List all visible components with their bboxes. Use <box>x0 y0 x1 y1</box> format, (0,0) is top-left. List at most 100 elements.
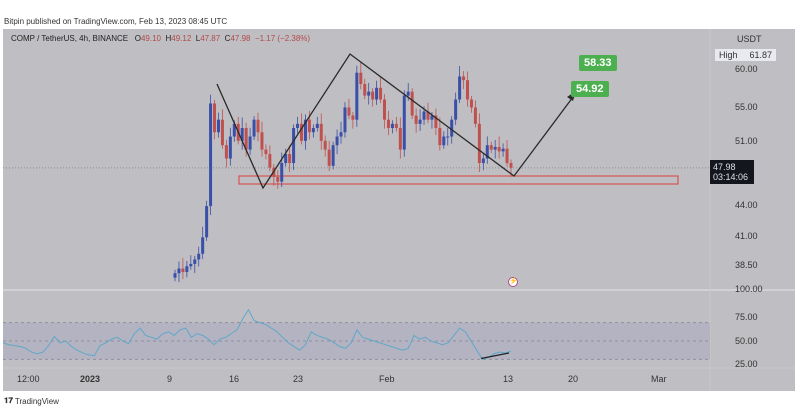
close-value: 47.98 <box>230 34 251 43</box>
price-tick: 51.00 <box>735 136 758 146</box>
candle-body <box>296 123 300 129</box>
candle-body <box>189 263 193 267</box>
time-tick: 9 <box>167 374 173 384</box>
candle-body <box>244 128 248 150</box>
candle-body <box>462 76 466 81</box>
candle-body <box>276 176 280 182</box>
candle-body <box>307 119 311 133</box>
candle-body <box>185 266 189 273</box>
chart-canvas[interactable] <box>3 29 795 391</box>
candle-body <box>450 119 454 137</box>
candle-body <box>311 128 315 133</box>
candle-body <box>414 115 418 124</box>
last-price: 47.98 <box>713 162 736 172</box>
candle-body <box>367 91 371 96</box>
chart-area[interactable]: COMP / TetherUS, 4h, BINANCE O49.10 H49.… <box>3 29 795 391</box>
candle-body <box>379 87 383 100</box>
last-price-label: 47.98 03:14:06 <box>710 160 754 184</box>
candle-body <box>213 103 217 133</box>
price-tick: 55.00 <box>735 102 758 112</box>
candle-body <box>299 123 303 141</box>
pattern-line <box>216 53 574 190</box>
price-tick: 38.50 <box>735 260 758 270</box>
candle-body <box>260 132 264 150</box>
candle-body <box>383 99 387 120</box>
candle-body <box>193 259 197 264</box>
candle-body <box>434 115 438 129</box>
candle-body <box>248 136 252 150</box>
rsi-tick: 50.00 <box>735 336 758 346</box>
candle-body <box>264 149 268 155</box>
high-value: 49.12 <box>171 34 192 43</box>
candle-body <box>232 123 236 137</box>
time-tick: 2023 <box>80 374 101 384</box>
candle-body <box>410 91 414 116</box>
candle-body <box>481 158 485 164</box>
target-label-1: 58.33 <box>579 55 617 71</box>
watermark-text: TradingView <box>14 396 59 406</box>
candle-body <box>343 107 347 133</box>
price-tick: 41.00 <box>735 231 758 241</box>
candle-body <box>363 83 367 96</box>
candle-body <box>469 99 473 108</box>
candle-body <box>477 123 481 164</box>
tradingview-watermark: 𝟏𝟕 TradingView <box>4 396 59 406</box>
lightning-icon[interactable]: ⚡ <box>508 277 518 287</box>
candle-body <box>201 237 205 254</box>
candle-body <box>418 119 422 124</box>
candle-body <box>205 206 209 238</box>
candle-body <box>430 115 434 120</box>
candle-body <box>394 123 398 129</box>
low-label: L <box>195 34 201 43</box>
candle-body <box>327 149 331 166</box>
candle-body <box>256 119 260 133</box>
candle-body <box>335 136 339 146</box>
candle-body <box>509 163 513 168</box>
candle-body <box>216 119 220 133</box>
candle-body <box>292 128 296 164</box>
candle-body <box>442 136 446 146</box>
candle-body <box>355 72 359 120</box>
candle-body <box>386 119 390 129</box>
time-tick: 23 <box>293 374 304 384</box>
candle-body <box>228 136 232 159</box>
candle-body <box>371 91 375 100</box>
tradingview-logo-icon: 𝟏𝟕 <box>4 396 13 405</box>
candle-body <box>426 111 430 120</box>
candle-body <box>359 72 363 84</box>
candle-body <box>315 123 319 129</box>
target-label-2: 54.92 <box>571 81 609 97</box>
candle-body <box>347 107 351 116</box>
candle-body <box>252 119 256 137</box>
close-label: C <box>224 34 231 43</box>
candle-body <box>438 128 442 146</box>
candle-body <box>209 103 213 207</box>
candle-body <box>402 95 406 150</box>
candle-body <box>173 273 177 278</box>
publisher-line: Bitpin published on TradingView.com, Feb… <box>4 17 228 26</box>
currency-unit: USDT <box>737 34 762 44</box>
candle-body <box>288 154 292 164</box>
symbol-name: COMP / TetherUS, 4h, BINANCE <box>11 34 129 43</box>
high-marker-label: High <box>719 50 738 60</box>
candle-body <box>446 136 450 138</box>
candle-body <box>268 154 272 168</box>
time-tick: 16 <box>229 374 240 384</box>
candle-body <box>501 148 505 152</box>
candle-body <box>284 154 288 164</box>
candle-body <box>390 123 394 129</box>
candle-body <box>303 119 307 141</box>
time-tick: Mar <box>651 374 667 384</box>
open-label: O <box>134 34 141 43</box>
candle-body <box>473 107 477 124</box>
symbol-legend: COMP / TetherUS, 4h, BINANCE O49.10 H49.… <box>11 34 310 43</box>
rsi-divergence-line <box>480 352 510 360</box>
candle-body <box>398 128 402 150</box>
candle-body <box>339 132 343 137</box>
candle-body <box>505 148 509 164</box>
open-value: 49.10 <box>140 34 162 43</box>
candle-body <box>319 123 323 141</box>
candle-body <box>493 146 497 150</box>
rsi-tick: 100.00 <box>735 284 763 294</box>
candle-body <box>181 268 185 273</box>
